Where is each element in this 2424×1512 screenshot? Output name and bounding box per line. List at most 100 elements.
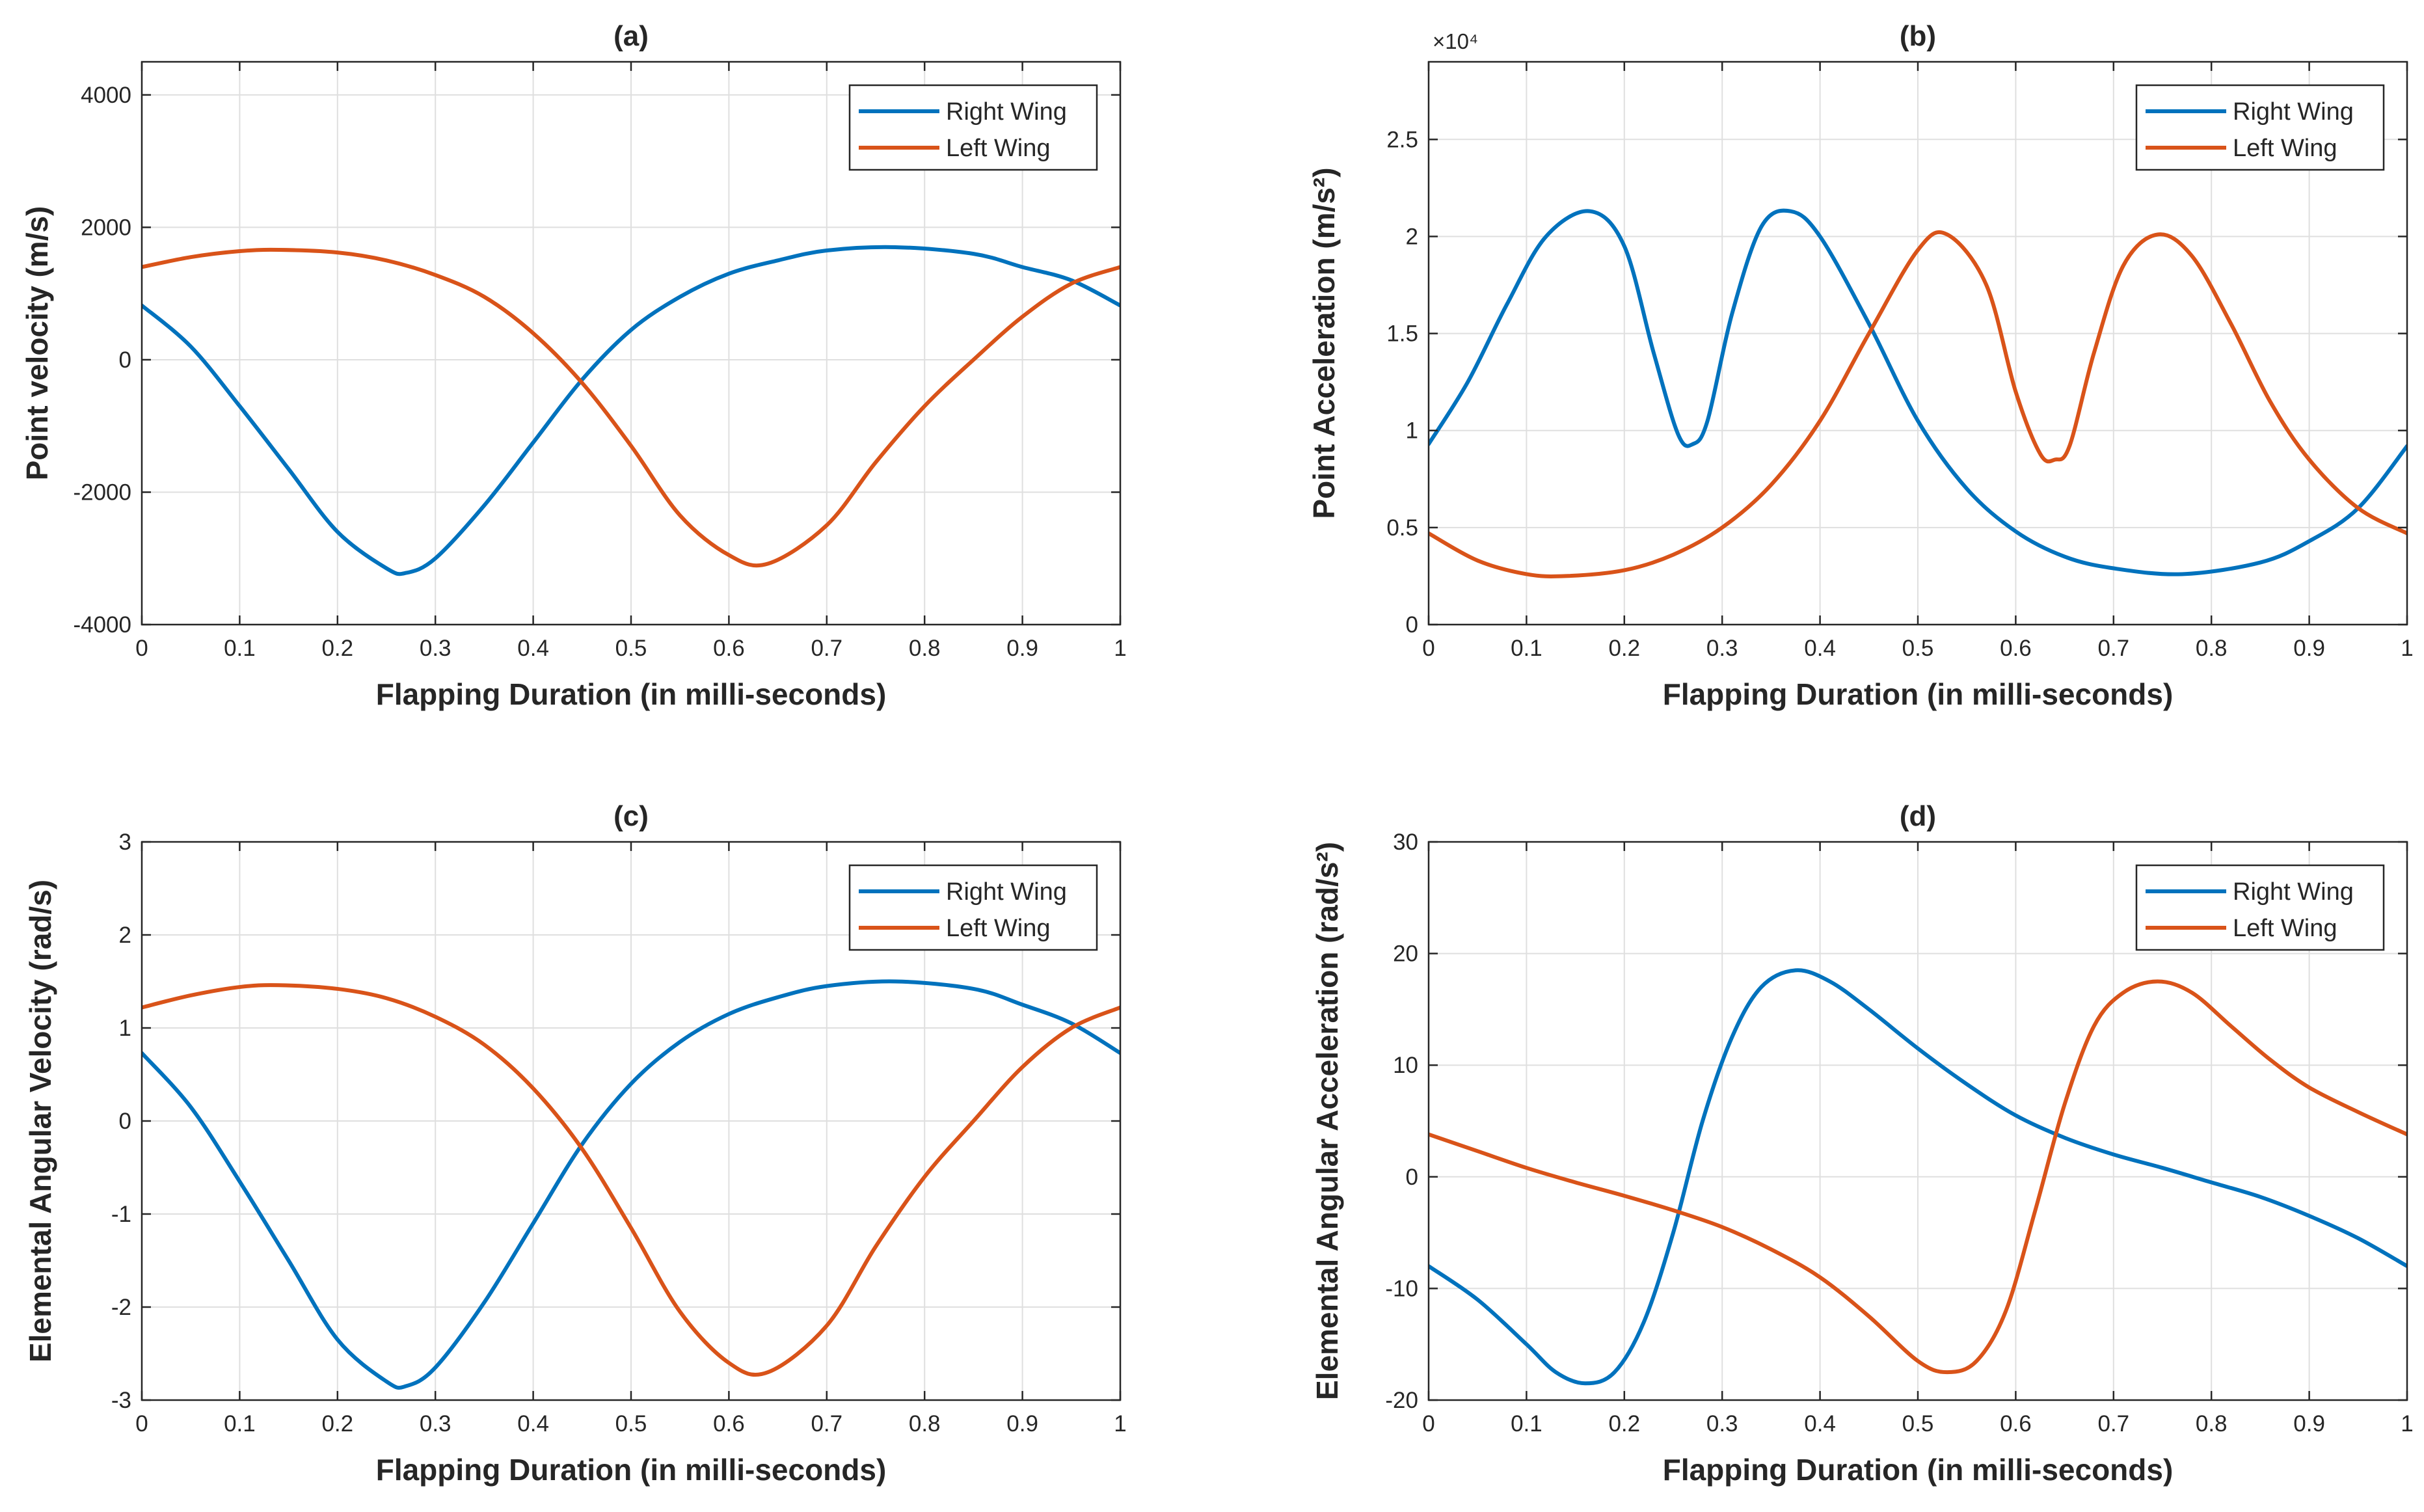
y-tick-label: 1: [1406, 418, 1418, 444]
x-tick-label: 0.3: [1706, 636, 1738, 661]
y-tick-label: 3: [119, 830, 131, 855]
x-tick-label: 0.3: [420, 1411, 451, 1437]
panel-title: (d): [1900, 800, 1936, 832]
y-tick-label: 20: [1393, 941, 1418, 967]
series-line-left-wing: [1429, 230, 2407, 578]
y-tick-label: 0: [119, 347, 131, 373]
y-tick-label: -2000: [73, 479, 131, 505]
x-tick-label: 0.8: [2196, 1411, 2228, 1437]
legend-box: [848, 84, 1098, 171]
y-tick-label: -2: [111, 1295, 131, 1320]
x-tick-label: 0.9: [1006, 1411, 1038, 1437]
y-tick-label: -1: [111, 1202, 131, 1227]
panel-a: 0 0.1 0.2 0.3 0.4 0.5 0.6 0.7 0.8 0.9 1 -4000 -2000 0…: [20, 20, 1127, 711]
x-tick-label: 0.1: [1511, 636, 1542, 661]
y-tick-label: 2.5: [1386, 127, 1418, 152]
x-tick-label: 0.4: [517, 636, 549, 661]
legend-label: Left Wing: [2233, 135, 2337, 162]
legend-box: [2135, 864, 2385, 951]
x-tick-label: 0.2: [1608, 636, 1640, 661]
panel-b: 0 0.1 0.2 0.3 0.4 0.5 0.6 0.7 0.8 0.9 1 0 0.5 1 1.5 2 2.…: [1307, 20, 2414, 711]
x-tick-label: 0.6: [2000, 1411, 2032, 1437]
x-tick-label: 1: [1114, 636, 1126, 661]
x-tick-label: 0.7: [811, 636, 842, 661]
x-tick-label: 0.4: [1804, 1411, 1836, 1437]
x-tick-label: 0.5: [615, 636, 647, 661]
x-tick-label: 0.1: [224, 1411, 256, 1437]
legend-label: Right Wing: [946, 878, 1067, 906]
y-tick-label: 0.5: [1386, 515, 1418, 541]
legend-box: [2135, 84, 2385, 171]
y-axis-label: Point Acceleration (m/s²): [1307, 167, 1341, 519]
x-tick-label: 0.8: [909, 636, 941, 661]
panel-title: (b): [1900, 20, 1936, 52]
x-tick-label: 0.3: [420, 636, 451, 661]
x-tick-label: 0.5: [615, 1411, 647, 1437]
series-line-right-wing: [1429, 208, 2407, 576]
panel-title: (a): [613, 20, 649, 52]
legend-label: Left Wing: [2233, 915, 2337, 942]
y-tick-label: 2: [119, 923, 131, 948]
y-tick-label: -20: [1385, 1388, 1418, 1413]
y-tick-label: 0: [1406, 612, 1418, 638]
legend: Right Wing Left Wing: [848, 864, 1098, 951]
y-axis-label: Elemental Angular Velocity (rad/s): [23, 880, 57, 1362]
x-tick-label: 0.6: [713, 1411, 745, 1437]
panel-d: 0 0.1 0.2 0.3 0.4 0.5 0.6 0.7 0.8 0.9 1 -20 -10 0 10 20…: [1310, 800, 2414, 1487]
x-tick-label: 0: [135, 1411, 148, 1437]
y-exponent-label: ×10⁴: [1433, 29, 1478, 53]
y-tick-label: 0: [119, 1109, 131, 1134]
y-tick-label: 4000: [81, 83, 131, 108]
x-tick-label: 0.1: [224, 636, 256, 661]
x-axis-label: Flapping Duration (in milli-seconds): [1663, 1453, 2174, 1487]
x-tick-label: 0.4: [1804, 636, 1836, 661]
x-tick-label: 0: [1422, 1411, 1434, 1437]
x-tick-label: 0.3: [1706, 1411, 1738, 1437]
series-line-left-wing: [142, 983, 1120, 1377]
x-tick-label: 0.2: [321, 1411, 353, 1437]
legend-label: Left Wing: [946, 135, 1051, 162]
y-tick-label: 1: [119, 1016, 131, 1041]
legend: Right Wing Left Wing: [2135, 84, 2385, 171]
y-tick-label: 30: [1393, 830, 1418, 855]
x-tick-label: 0.7: [811, 1411, 842, 1437]
x-tick-label: 0.6: [2000, 636, 2032, 661]
series-line-right-wing: [142, 245, 1120, 576]
x-tick-label: 1: [1114, 1411, 1126, 1437]
x-tick-label: 0.9: [2293, 636, 2325, 661]
y-tick-label: 2: [1406, 224, 1418, 249]
legend: Right Wing Left Wing: [2135, 864, 2385, 951]
series-line-right-wing: [1429, 968, 2407, 1386]
y-axis-label: Point velocity (m/s): [20, 206, 54, 481]
x-tick-label: 0.2: [1608, 1411, 1640, 1437]
y-axis-label: Elemental Angular Acceleration (rad/s²): [1310, 842, 1344, 1400]
panel-title: (c): [613, 800, 649, 832]
x-tick-label: 0.9: [2293, 1411, 2325, 1437]
x-tick-label: 0.5: [1902, 636, 1934, 661]
x-tick-label: 0.8: [2196, 636, 2228, 661]
series-line-right-wing: [142, 979, 1120, 1390]
x-tick-label: 0.1: [1511, 1411, 1542, 1437]
x-tick-label: 0.7: [2097, 1411, 2129, 1437]
x-tick-label: 0.9: [1006, 636, 1038, 661]
y-tick-label: -3: [111, 1388, 131, 1413]
y-tick-label: -10: [1385, 1276, 1418, 1301]
x-axis-label: Flapping Duration (in milli-seconds): [376, 1453, 887, 1487]
panel-c: 0 0.1 0.2 0.3 0.4 0.5 0.6 0.7 0.8 0.9 1 -3 -2 -1 0 1 2 3 (…: [23, 800, 1127, 1487]
x-tick-label: 1: [2401, 636, 2413, 661]
x-tick-label: 0: [1422, 636, 1434, 661]
y-tick-label: 1.5: [1386, 321, 1418, 347]
x-tick-label: 0: [135, 636, 148, 661]
x-tick-label: 0.5: [1902, 1411, 1934, 1437]
y-tick-label: -4000: [73, 612, 131, 638]
x-tick-label: 1: [2401, 1411, 2413, 1437]
x-tick-label: 0.7: [2097, 636, 2129, 661]
legend-label: Right Wing: [2233, 98, 2354, 126]
y-tick-label: 10: [1393, 1053, 1418, 1078]
legend: Right Wing Left Wing: [848, 84, 1098, 171]
x-tick-label: 0.4: [517, 1411, 549, 1437]
legend-label: Right Wing: [946, 98, 1067, 126]
x-tick-label: 0.2: [321, 636, 353, 661]
y-tick-label: 2000: [81, 215, 131, 240]
